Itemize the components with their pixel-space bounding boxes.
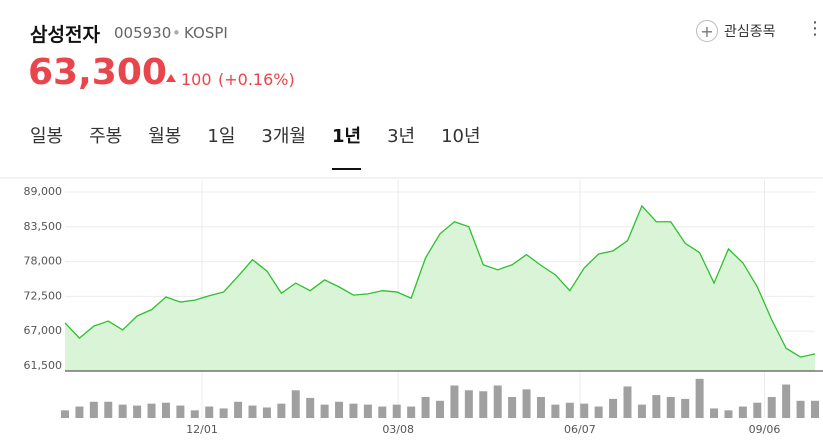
x-tick-label: 12/01 xyxy=(186,423,218,436)
volume-bar xyxy=(623,386,632,418)
volume-bar xyxy=(421,396,430,418)
volume-bar xyxy=(695,378,704,418)
tab[interactable]: 일봉 xyxy=(30,126,64,147)
tab[interactable]: 1년 xyxy=(331,122,362,170)
volume-bar xyxy=(291,390,300,418)
price: 63,300 xyxy=(28,52,167,93)
period-tabs: 일봉 주봉 월봉 1일 3개월 1년 3년 10년 xyxy=(30,122,507,170)
volume-bar xyxy=(479,391,488,418)
volume-bar xyxy=(407,406,416,418)
volume-bar xyxy=(320,404,329,418)
volume-bar xyxy=(248,405,257,418)
up-arrow xyxy=(166,74,176,82)
volume-bar xyxy=(306,397,315,418)
y-tick-label: 89,000 xyxy=(24,185,63,198)
volume-bar xyxy=(147,403,156,418)
volume-bar xyxy=(551,404,560,418)
volume-bar xyxy=(61,410,69,418)
volume-bar xyxy=(565,402,574,418)
volume-bar xyxy=(767,396,776,418)
volume-bar xyxy=(609,398,618,418)
y-tick-label: 78,000 xyxy=(24,255,63,268)
volume-bar xyxy=(176,405,185,418)
volume-bar xyxy=(450,385,459,418)
volume-bar xyxy=(464,390,473,418)
volume-bar xyxy=(710,408,719,418)
area xyxy=(65,205,815,371)
volume-bar xyxy=(378,406,387,418)
stock-name: 삼성전자 xyxy=(30,24,100,46)
volume-bar xyxy=(392,404,401,418)
volume-bar xyxy=(161,402,170,418)
volume-bar xyxy=(796,400,805,418)
volume-bar xyxy=(363,404,372,418)
volume-bar xyxy=(436,400,444,418)
volume-bar xyxy=(205,406,214,418)
x-tick-label: 03/08 xyxy=(382,423,414,436)
volume-bar xyxy=(104,401,113,418)
volume-bar xyxy=(522,389,531,418)
volume-bar xyxy=(219,408,228,418)
volume-bar xyxy=(133,405,142,418)
volume-bar xyxy=(681,398,690,418)
volume-bar xyxy=(536,396,545,418)
volume-bar xyxy=(637,404,646,418)
y-tick-label: 61,500 xyxy=(24,359,63,372)
y-tick-label: 83,500 xyxy=(24,220,63,233)
volume-bar xyxy=(753,402,762,418)
volume-bar xyxy=(349,403,358,418)
volume-bar xyxy=(782,384,791,418)
tab[interactable]: 월봉 xyxy=(148,126,182,147)
x-tick-label: 09/06 xyxy=(749,423,781,436)
volume-bar xyxy=(493,385,502,418)
y-tick-label: 72,500 xyxy=(24,289,63,302)
stock-code: 005930 xyxy=(114,24,172,42)
volume-bar xyxy=(262,407,271,418)
volume-bar xyxy=(234,401,243,418)
volume-bar xyxy=(118,404,127,418)
volume-bar xyxy=(724,410,733,418)
tab[interactable]: 주봉 xyxy=(89,126,123,147)
separator: • xyxy=(172,24,181,42)
price-line xyxy=(64,204,816,358)
volume-bar xyxy=(738,406,747,418)
volume-bar xyxy=(75,406,84,418)
plus-icon: + xyxy=(696,20,718,42)
volume-bar xyxy=(652,395,661,418)
tab[interactable]: 10년 xyxy=(441,126,481,147)
volume-bar xyxy=(190,410,199,418)
tab[interactable]: 3년 xyxy=(387,126,416,147)
favorite-label: 관심종목 xyxy=(724,24,776,40)
volume-bar xyxy=(508,396,517,418)
volume-bar xyxy=(335,401,344,418)
y-tick-label: 67,000 xyxy=(24,324,63,337)
change-percent: (+0.16%) xyxy=(218,70,295,89)
volume-bar xyxy=(580,403,589,418)
favorite-button[interactable]: + 관심종목 xyxy=(696,20,776,42)
volume-bar xyxy=(89,401,98,418)
volume-bar xyxy=(594,406,603,418)
volume-bar xyxy=(811,400,819,418)
volume-bar xyxy=(277,403,286,418)
x-tick-label: 06/07 xyxy=(564,423,596,436)
change: 100 xyxy=(181,70,212,89)
market: KOSPI xyxy=(184,24,228,42)
menu-button[interactable]: ⋮ xyxy=(806,18,823,39)
volume-bar xyxy=(666,396,675,418)
tab[interactable]: 1일 xyxy=(207,126,236,147)
tab[interactable]: 3개월 xyxy=(261,126,306,147)
